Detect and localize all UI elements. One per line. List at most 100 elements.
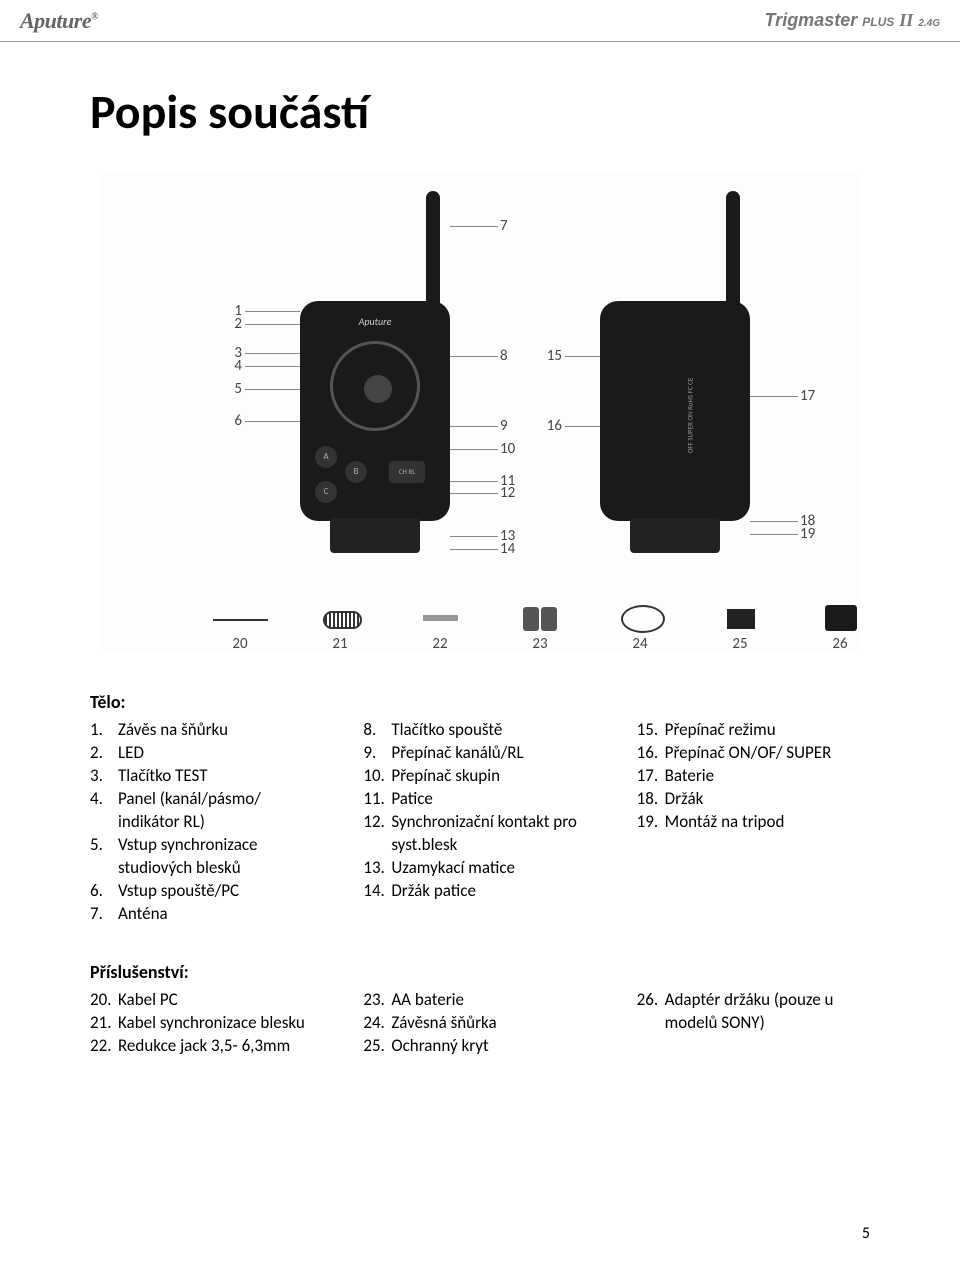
- device-back: OFF SUPER ON RoHS FC CE: [600, 301, 750, 521]
- brand-right-plus: PLUS: [862, 15, 894, 29]
- list-item: 23.AA baterie: [363, 989, 596, 1012]
- list-item-number: 21.: [90, 1012, 118, 1035]
- leader-line: [450, 226, 498, 227]
- list-item-number: 5.: [90, 834, 118, 880]
- acc-col-1: 20.Kabel PC21.Kabel synchronizace blesku…: [90, 989, 323, 1058]
- page-header: Aputure® Trigmaster PLUS II 2.4G: [0, 0, 960, 42]
- leader-line: [450, 426, 498, 427]
- list-item-text: Anténa: [118, 903, 323, 926]
- leader-line: [565, 426, 600, 427]
- body-section-label: Tělo:: [90, 691, 870, 713]
- list-item: 26.Adaptér držáku (pouze u modelů SONY): [637, 989, 870, 1035]
- list-item-number: 22.: [90, 1035, 118, 1058]
- list-item: 24.Závěsná šňůrka: [363, 1012, 596, 1035]
- list-item-text: Baterie: [665, 765, 870, 788]
- list-item-text: Ochranný kryt: [391, 1035, 596, 1058]
- callout-number: 19: [800, 525, 822, 543]
- list-item-text: Přepínač režimu: [665, 719, 870, 742]
- leader-line: [450, 549, 498, 550]
- acc-26: 26: [810, 601, 870, 653]
- brand-logo-right: Trigmaster PLUS II 2.4G: [765, 10, 940, 31]
- list-item: 2.LED: [90, 742, 323, 765]
- list-item: 18.Držák: [637, 788, 870, 811]
- hotshoe-front: [330, 518, 420, 553]
- leader-line: [245, 366, 300, 367]
- leader-line: [450, 493, 498, 494]
- list-item: 14.Držák patice: [363, 880, 596, 903]
- button-b: B: [345, 461, 367, 483]
- list-item-number: 4.: [90, 788, 118, 834]
- list-item-number: 20.: [90, 989, 118, 1012]
- brand-right-freq: 2.4G: [918, 18, 940, 29]
- cable-pc-icon: [213, 601, 268, 631]
- leader-line: [450, 481, 498, 482]
- hotshoe-back: [630, 518, 720, 553]
- control-ring: [330, 341, 420, 431]
- list-item-number: 13.: [363, 857, 391, 880]
- product-diagram: Aputure A B C CH RL OFF SUPER ON RoHS FC…: [100, 171, 860, 651]
- callout-number: 4: [220, 357, 242, 375]
- adapter-icon: [813, 601, 868, 631]
- brand-left-text: Aputure: [20, 8, 91, 33]
- list-item-text: Uzamykací matice: [391, 857, 596, 880]
- list-item-text: Patice: [391, 788, 596, 811]
- list-item: 11.Patice: [363, 788, 596, 811]
- page-content: Popis součástí Aputure A B C CH RL OFF S…: [0, 42, 960, 1058]
- list-item-number: 23.: [363, 989, 391, 1012]
- leader-line: [450, 536, 498, 537]
- callout-number: 17: [800, 387, 822, 405]
- list-item: 16.Přepínač ON/OF/ SUPER: [637, 742, 870, 765]
- page-title: Popis součástí: [90, 82, 870, 141]
- brand-right-two: II: [899, 10, 913, 30]
- list-item-text: Vstup spouště/PC: [118, 880, 323, 903]
- leader-line: [245, 353, 300, 354]
- list-item-number: 24.: [363, 1012, 391, 1035]
- list-item-number: 10.: [363, 765, 391, 788]
- list-item: 17.Baterie: [637, 765, 870, 788]
- list-item: 6.Vstup spouště/PC: [90, 880, 323, 903]
- list-item: 12.Synchronizační kontakt pro syst.blesk: [363, 811, 596, 857]
- acc-22: 22: [410, 601, 470, 653]
- body-col-3: 15.Přepínač režimu16.Přepínač ON/OF/ SUP…: [637, 719, 870, 925]
- list-item-number: 11.: [363, 788, 391, 811]
- list-item-text: Přepínač kanálů/RL: [391, 742, 596, 765]
- page-number: 5: [862, 1224, 870, 1243]
- acc-20: 20: [210, 601, 270, 653]
- list-item-number: 7.: [90, 903, 118, 926]
- list-item-number: 9.: [363, 742, 391, 765]
- callout-number: 5: [220, 380, 242, 398]
- leader-line: [450, 356, 498, 357]
- lanyard-icon: [613, 601, 668, 631]
- callout-number: 9: [500, 417, 522, 435]
- leader-line: [750, 534, 798, 535]
- cable-sync-icon: [313, 601, 368, 631]
- cover-icon: [713, 601, 768, 631]
- list-item: 21.Kabel synchronizace blesku: [90, 1012, 323, 1035]
- leader-line: [245, 421, 300, 422]
- device-front: Aputure A B C CH RL: [300, 301, 450, 521]
- list-item-text: Tlačítko TEST: [118, 765, 323, 788]
- button-c: C: [315, 481, 337, 503]
- list-item: 3.Tlačítko TEST: [90, 765, 323, 788]
- acc-columns: 20.Kabel PC21.Kabel synchronizace blesku…: [90, 989, 870, 1058]
- list-item-number: 18.: [637, 788, 665, 811]
- list-item-number: 19.: [637, 811, 665, 834]
- callout-number: 8: [500, 347, 522, 365]
- list-item-number: 26.: [637, 989, 665, 1035]
- acc-24: 24: [610, 601, 670, 653]
- shutter-button-icon: [364, 375, 392, 403]
- list-item-number: 16.: [637, 742, 665, 765]
- callout-number: 12: [500, 484, 522, 502]
- callout-number: 6: [220, 412, 242, 430]
- body-columns: 1.Závěs na šňůrku2.LED3.Tlačítko TEST4.P…: [90, 719, 870, 925]
- list-item-text: Montáž na tripod: [665, 811, 870, 834]
- list-item-number: 2.: [90, 742, 118, 765]
- list-item: 15.Přepínač režimu: [637, 719, 870, 742]
- list-item: 22.Redukce jack 3,5- 6,3mm: [90, 1035, 323, 1058]
- accessory-row: 20 21 22 23 24 25 26: [210, 601, 870, 653]
- device-back-label: OFF SUPER ON RoHS FC CE: [686, 366, 695, 466]
- acc-col-3: 26.Adaptér držáku (pouze u modelů SONY): [637, 989, 870, 1058]
- callout-number: 2: [220, 315, 242, 333]
- acc-21: 21: [310, 601, 370, 653]
- callout-number: 10: [500, 440, 522, 458]
